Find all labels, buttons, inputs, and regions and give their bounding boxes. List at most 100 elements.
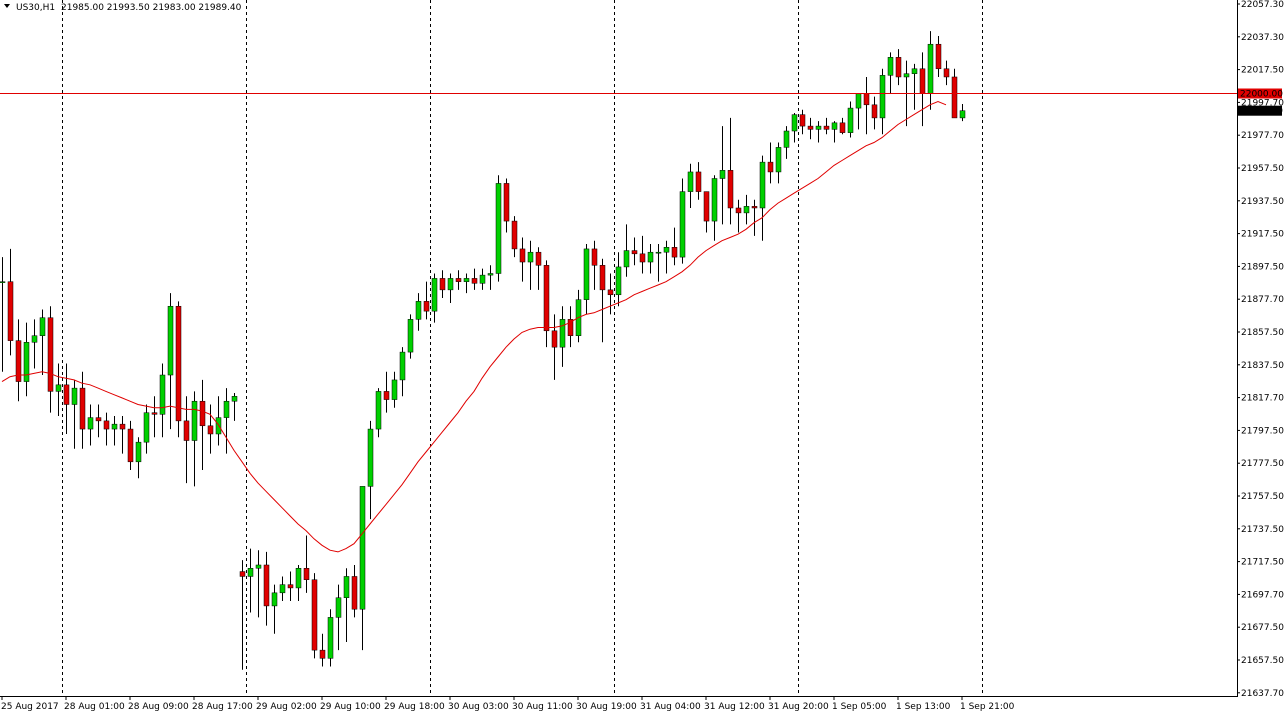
candle-body: [47, 317, 54, 392]
candle-body: [15, 340, 22, 382]
candle-body: [527, 251, 534, 263]
candle-body: [775, 147, 782, 173]
candle-body: [687, 171, 694, 192]
candle-body: [79, 387, 86, 430]
candle-body: [119, 423, 126, 430]
candle-body: [271, 592, 278, 607]
candle-body: [0, 281, 6, 283]
candle-body: [167, 305, 174, 376]
candle-body: [415, 301, 422, 320]
time-tick-label: 1 Sep 13:00: [896, 702, 951, 712]
candle-body: [327, 617, 334, 659]
candle-body: [623, 250, 630, 268]
price-tick-label: 21857.50: [1241, 328, 1284, 338]
price-tick-label: 21997.70: [1241, 98, 1284, 108]
candle-body: [367, 428, 374, 487]
candle-body: [303, 568, 310, 580]
candle-body: [943, 68, 950, 78]
candle-body: [655, 251, 662, 254]
candle-body: [735, 207, 742, 214]
candle-body: [151, 412, 158, 415]
candle-body: [351, 576, 358, 610]
candle-body: [463, 278, 470, 282]
time-tick-label: 30 Aug 19:00: [576, 702, 637, 712]
time-tick-label: 25 Aug 2017: [1, 702, 59, 712]
candle-body: [911, 68, 918, 74]
price-tick-label: 21717.50: [1241, 558, 1284, 568]
candle-body: [679, 191, 686, 258]
candle-body: [807, 125, 814, 130]
candle-body: [607, 289, 614, 296]
candle-body: [255, 564, 262, 569]
price-tick-label: 22037.30: [1241, 33, 1284, 43]
candle-body: [783, 130, 790, 148]
time-tick-label: 29 Aug 02:00: [256, 702, 317, 712]
time-tick-label: 28 Aug 17:00: [192, 702, 253, 712]
time-tick-label: 31 Aug 12:00: [704, 702, 765, 712]
price-tick-label: 21917.50: [1241, 230, 1284, 240]
candle-body: [863, 93, 870, 106]
candle-body: [695, 171, 702, 192]
candle-body: [95, 417, 102, 422]
candle-body: [799, 114, 806, 127]
candle-body: [383, 391, 390, 400]
candle-body: [495, 183, 502, 274]
price-tick-label: 21777.50: [1241, 459, 1284, 469]
candle-body: [247, 568, 254, 577]
time-axis: 25 Aug 2017 28 Aug 01:00 28 Aug 09:00 28 Au…: [1, 696, 1015, 712]
time-tick-label: 30 Aug 03:00: [448, 702, 509, 712]
candle-body: [751, 206, 758, 209]
price-tick-label: 21957.50: [1241, 164, 1284, 174]
candle-body: [919, 68, 926, 94]
time-tick-label: 29 Aug 18:00: [384, 702, 445, 712]
candle-body: [127, 428, 134, 463]
candle-body: [959, 110, 966, 119]
candle-body: [823, 125, 830, 130]
candle-body: [511, 220, 518, 250]
candle-body: [31, 335, 38, 343]
candle-body: [455, 278, 462, 282]
candle-body: [199, 400, 206, 427]
last-price-tag-background: [1238, 105, 1282, 116]
price-tick-label: 21977.70: [1241, 131, 1284, 141]
time-tick-label: 1 Sep 05:00: [832, 702, 887, 712]
level-tag: 22000.00: [1240, 90, 1283, 100]
price-tick-label: 21837.50: [1241, 361, 1284, 371]
candle-body: [871, 104, 878, 119]
candle-body: [615, 266, 622, 296]
candle-body: [855, 93, 862, 109]
time-tick-label: 1 Sep 21:00: [960, 702, 1015, 712]
level-tag-background: [1238, 88, 1282, 99]
candles: [0, 31, 966, 670]
candle-body: [727, 170, 734, 209]
candle-body: [439, 278, 446, 291]
candle-body: [287, 584, 294, 589]
candle-body: [223, 400, 230, 418]
price-axis: 22057.30 22037.30 22017.50 21997.70 21977.70…: [1237, 0, 1284, 699]
price-tick-label: 22017.50: [1241, 66, 1284, 76]
candle-body: [135, 441, 142, 463]
candle-body: [951, 76, 958, 119]
candle-body: [815, 125, 822, 130]
chart-menu-triangle-icon[interactable]: [4, 4, 10, 8]
price-tick-label: 21897.50: [1241, 262, 1284, 272]
moving-average-line: [1, 100, 947, 553]
candle-body: [663, 247, 670, 253]
candle-body: [39, 317, 46, 336]
candle-body: [503, 183, 510, 222]
candle-body: [231, 396, 238, 402]
candle-body: [551, 330, 558, 348]
candle-body: [183, 420, 190, 441]
candle-body: [479, 274, 486, 284]
candle-body: [767, 161, 774, 173]
candle-body: [319, 649, 326, 659]
candle-body: [591, 248, 598, 266]
candle-body: [111, 423, 118, 430]
candle-body: [791, 114, 798, 132]
candle-body: [583, 248, 590, 300]
price-tick-label: 21937.50: [1241, 197, 1284, 207]
candle-body: [895, 57, 902, 78]
candle-body: [71, 387, 78, 405]
